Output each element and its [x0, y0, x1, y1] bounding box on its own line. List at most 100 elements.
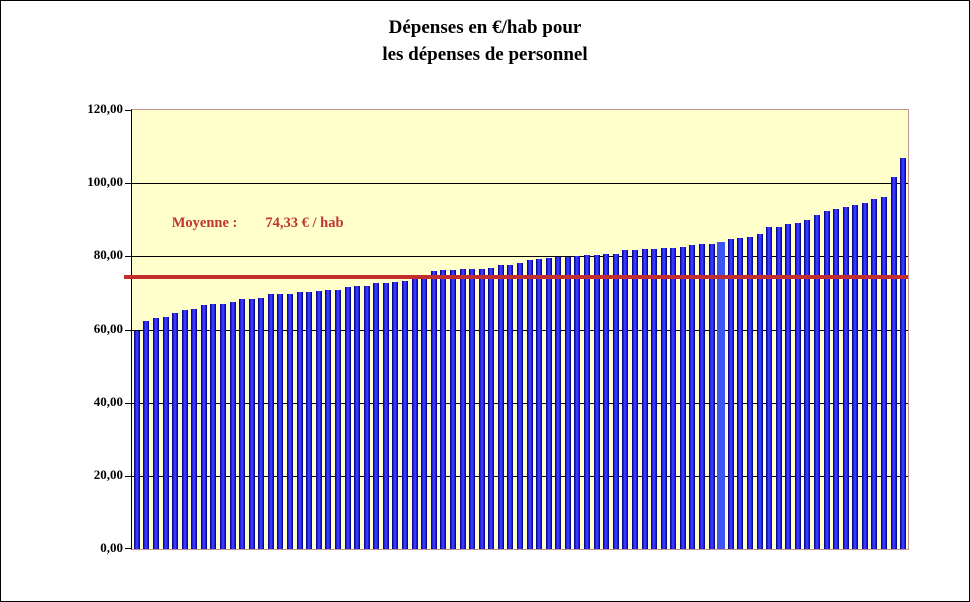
bar: [603, 253, 610, 549]
y-axis-label-60: 60,00: [93, 320, 123, 336]
bar: [699, 243, 706, 549]
y-axis-tick-100: [125, 183, 131, 185]
bar: [382, 283, 389, 549]
bar-highlighted: [717, 241, 726, 549]
bar: [306, 291, 313, 549]
bar: [488, 268, 495, 549]
bar: [267, 294, 274, 549]
bar: [555, 257, 562, 549]
bar: [641, 248, 648, 549]
bar: [143, 321, 150, 549]
mean-annotation: Moyenne : 74,33 € / hab: [150, 198, 344, 249]
bar: [660, 247, 667, 549]
bar: [651, 248, 658, 549]
bar: [785, 224, 792, 549]
y-axis-tick-80: [125, 256, 131, 258]
bar: [507, 264, 514, 549]
bar: [517, 262, 523, 549]
gridline-100: [132, 183, 908, 185]
bar: [823, 210, 830, 549]
bar: [449, 269, 456, 549]
y-axis-label-20: 20,00: [93, 466, 123, 482]
bar: [239, 299, 246, 549]
bar: [277, 293, 284, 549]
bar: [459, 269, 466, 549]
bar: [478, 268, 485, 549]
bar: [574, 255, 581, 549]
bar: [813, 215, 820, 549]
y-axis-tick-20: [125, 475, 131, 477]
bar: [564, 256, 571, 549]
y-axis-label-80: 80,00: [93, 247, 123, 263]
bar: [861, 202, 868, 549]
y-axis-label-120: 120,00: [87, 101, 123, 116]
y-axis-tick-120: [125, 110, 131, 111]
bar: [373, 283, 380, 549]
y-axis-label-0: 0,00: [100, 540, 123, 555]
bar: [670, 247, 677, 549]
bar: [469, 269, 476, 549]
bar: [334, 289, 341, 549]
bar: [402, 281, 409, 549]
mean-annotation-value: 74,33 € / hab: [265, 215, 344, 231]
bar: [545, 257, 552, 549]
chart-title-line2: les dépenses de personnel: [382, 44, 588, 65]
mean-line: [124, 275, 908, 280]
bar: [593, 254, 600, 549]
chart-title: Dépenses en €/hab pour les dépenses de p…: [1, 14, 969, 68]
bar: [756, 234, 763, 549]
bar: [775, 227, 782, 549]
bar: [363, 286, 370, 549]
chart-title-line1: Dépenses en €/hab pour: [388, 17, 582, 38]
y-axis-tick-0: [125, 548, 131, 549]
bar: [162, 317, 169, 549]
bar: [315, 291, 322, 549]
bar: [900, 157, 907, 549]
bar: [497, 265, 504, 549]
bar: [210, 303, 217, 549]
bar: [833, 208, 840, 549]
bar: [852, 205, 859, 549]
mean-annotation-label: Moyenne :: [171, 215, 238, 231]
bar: [881, 197, 888, 549]
bar: [430, 271, 437, 549]
bar: [804, 219, 811, 549]
bar: [133, 330, 140, 549]
bar: [248, 299, 255, 549]
bar: [766, 227, 773, 549]
bar: [526, 260, 533, 549]
bar: [220, 303, 226, 549]
bar: [794, 223, 801, 549]
bar: [890, 176, 897, 549]
bar: [258, 298, 265, 549]
bar: [708, 243, 715, 549]
bar: [229, 302, 236, 549]
bar: [421, 277, 428, 549]
bar: [344, 287, 351, 549]
plot-area: Moyenne : 74,33 € / hab: [124, 109, 909, 550]
bar: [689, 244, 696, 549]
bar: [871, 198, 878, 549]
bar: [325, 289, 332, 549]
bar: [631, 249, 638, 549]
y-axis-label-100: 100,00: [87, 174, 123, 190]
bar: [200, 304, 207, 549]
bar: [172, 312, 179, 549]
y-axis-label-40: 40,00: [93, 393, 123, 409]
bar: [536, 258, 543, 549]
bar: [737, 238, 744, 549]
bar: [842, 206, 849, 549]
bar: [392, 281, 399, 549]
bar: [584, 255, 591, 549]
bar: [191, 309, 198, 549]
bar: [612, 253, 619, 549]
bar: [622, 250, 629, 549]
bar: [354, 286, 361, 549]
y-axis-tick-60: [125, 329, 131, 331]
bar: [679, 247, 686, 549]
gridline-80: [132, 256, 908, 258]
bar: [440, 269, 447, 549]
bar: [746, 236, 753, 549]
bar: [152, 317, 159, 549]
